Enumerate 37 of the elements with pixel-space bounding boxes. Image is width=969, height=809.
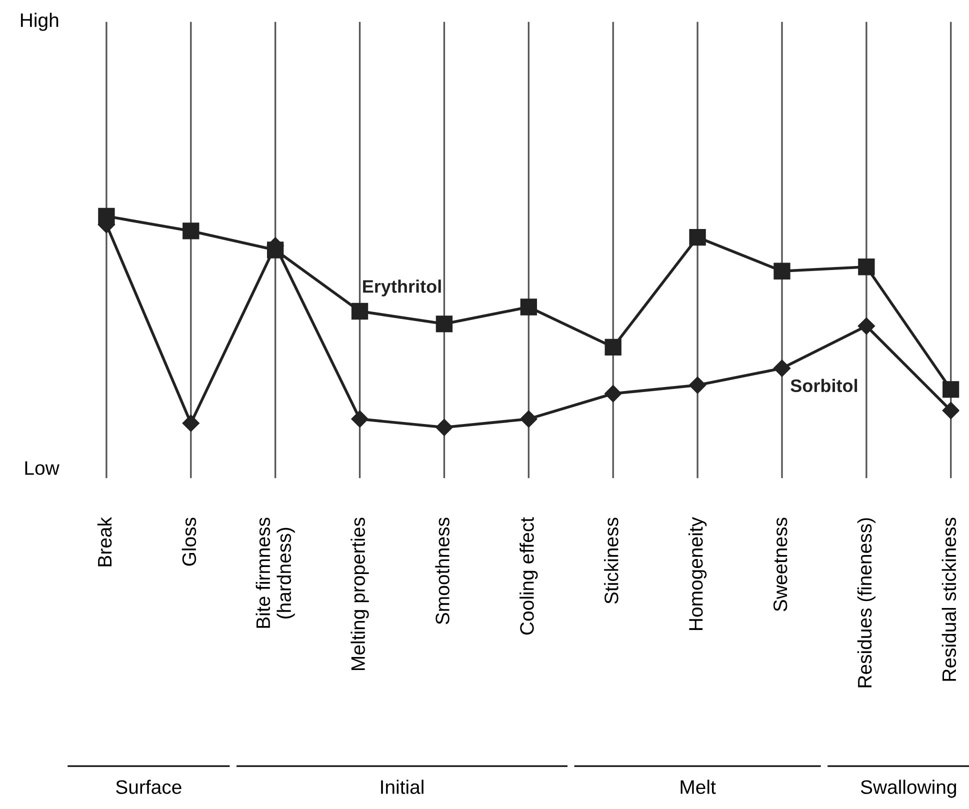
text: Swallowing — [860, 780, 956, 798]
point — [858, 317, 875, 335]
point — [436, 316, 453, 332]
point — [436, 418, 453, 436]
point — [604, 338, 622, 356]
x-tick-label: Cooling effect — [520, 517, 538, 635]
point — [942, 402, 960, 420]
x-tick-label: Residues (fineness) — [857, 518, 876, 688]
point — [774, 262, 790, 280]
text: Melt — [680, 780, 716, 794]
point — [942, 381, 960, 398]
point — [182, 222, 200, 240]
x-tick-label: Smoothness — [435, 518, 450, 624]
point — [858, 258, 875, 276]
point — [604, 385, 622, 402]
text: Low — [25, 461, 60, 475]
x-tick-label: Stickiness — [604, 518, 618, 604]
x-tick-label: Residual stickiness — [942, 518, 956, 681]
x-tick-label: Bite firmness (hardness) — [256, 518, 295, 628]
x-tick-label: Homogeneity — [688, 517, 707, 630]
x-tick-label: Break — [97, 516, 112, 566]
series-label: Erythritol — [363, 280, 441, 296]
x-tick-label: Sweetness — [773, 518, 788, 612]
x-tick-label: Gloss — [182, 518, 196, 566]
point — [520, 410, 538, 428]
point — [351, 410, 368, 428]
point — [688, 376, 706, 394]
series-label: Sorbitol — [790, 378, 858, 392]
text: High — [20, 12, 58, 31]
point — [351, 302, 368, 320]
point — [689, 228, 706, 246]
point — [520, 298, 537, 316]
x-tick-label: Melting properties — [350, 518, 369, 670]
text: Surface — [116, 780, 182, 794]
text: Initial — [381, 780, 424, 794]
point — [773, 360, 791, 377]
point — [182, 414, 200, 432]
